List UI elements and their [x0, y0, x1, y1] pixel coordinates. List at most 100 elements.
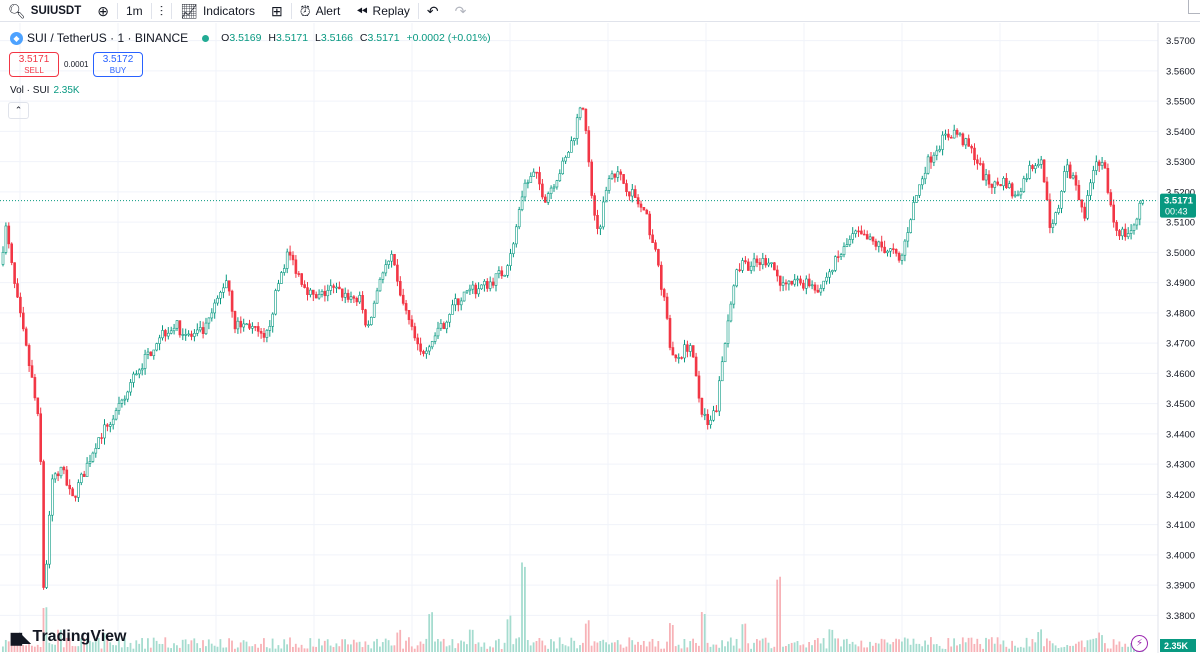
volume-bar [141, 638, 143, 652]
compare-button[interactable]: ⊕ [89, 0, 117, 22]
volume-bar [164, 637, 167, 652]
volume-bar [834, 638, 837, 652]
candle-body [628, 191, 631, 197]
price-tick-label: 3.5300 [1166, 157, 1195, 168]
chart-type-button[interactable]: ⫶ [152, 0, 172, 22]
candle-body [390, 253, 393, 262]
volume-bar [544, 645, 547, 652]
price-tick-label: 3.3800 [1166, 611, 1195, 622]
volume-bar [83, 638, 85, 652]
volume-bar [390, 645, 393, 652]
volume-bar [924, 640, 926, 652]
replay-button[interactable]: ⏪︎ Replay [348, 0, 418, 22]
fullscreen-corner-icon[interactable] [1188, 0, 1200, 14]
volume-bar [837, 638, 839, 652]
volume-bar [86, 638, 88, 652]
volume-bar [877, 643, 880, 652]
volume-bar [686, 647, 689, 652]
volume-bar [457, 643, 460, 652]
volume-bar [683, 638, 686, 652]
price-tick-label: 3.4900 [1166, 278, 1195, 289]
candle-body [546, 193, 550, 203]
interval-button[interactable]: 1m [118, 0, 151, 22]
candle-body [1045, 181, 1049, 201]
candle-body [254, 326, 257, 328]
volume-bar [257, 647, 259, 652]
candle-body [236, 320, 240, 330]
volume-bar [445, 646, 448, 652]
alert-button[interactable]: ⏰︎ Alert [292, 0, 349, 22]
price-chart[interactable]: 3.57003.56003.55003.54003.53003.52003.51… [0, 23, 1200, 653]
symbol-search-button[interactable]: 🔍︎ SUIUSDT [0, 0, 89, 22]
candle-body [416, 337, 420, 345]
candle-body [1109, 192, 1113, 206]
sell-button[interactable]: 3.5171 SELL [9, 52, 59, 77]
spread-value: 0.0001 [64, 60, 89, 69]
candle-body [338, 286, 341, 290]
volume-bar [454, 648, 457, 652]
candle-body [828, 271, 831, 278]
candle-body [323, 291, 327, 297]
redo-button[interactable]: ↷ [447, 0, 475, 22]
volume-bar [22, 644, 25, 652]
volume-bar [1080, 640, 1083, 652]
candle-body [662, 289, 666, 298]
volume-bar [935, 644, 938, 652]
tradingview-watermark[interactable]: ▆◣ TradingView [11, 628, 127, 646]
collapse-legend-button[interactable]: ⌃ [8, 102, 29, 119]
candle-body [193, 332, 196, 337]
toolbar-divider [117, 2, 118, 19]
legend-title[interactable]: SUI / TetherUS · 1 · BINANCE [27, 31, 189, 45]
candle-body [938, 149, 942, 152]
volume-bar [338, 646, 341, 652]
volume-bar [492, 647, 494, 652]
candle-body [564, 157, 567, 162]
volume-bar [277, 645, 280, 652]
candle-body [717, 380, 721, 412]
candle-body [810, 284, 814, 287]
lightning-icon[interactable]: ⚡︎ [1131, 635, 1148, 652]
candle-body [204, 322, 208, 334]
volume-bar [886, 642, 889, 652]
volume-bar [1002, 640, 1005, 652]
candle-body [343, 292, 347, 298]
candle-body [1115, 221, 1118, 231]
candle-body [848, 239, 852, 245]
volume-bar [825, 648, 828, 652]
buy-button[interactable]: 3.5172 BUY [93, 52, 143, 77]
candle-body [749, 265, 753, 271]
candle-body [912, 202, 915, 221]
volume-bar [181, 639, 184, 652]
candle-body [683, 344, 686, 359]
candle-body [306, 287, 309, 295]
volume-bar [819, 643, 822, 652]
volume-bar [103, 633, 106, 652]
candle-body [697, 375, 701, 399]
volume-bar [222, 647, 225, 652]
candle-body [1112, 204, 1115, 223]
candle-body [784, 282, 788, 285]
volume-bar [271, 638, 274, 652]
candle-body [999, 184, 1002, 187]
candle-body [123, 398, 127, 401]
candle-body [871, 236, 875, 242]
candle-body [610, 173, 614, 179]
candle-body [842, 246, 846, 255]
candle-body [1106, 168, 1110, 193]
candle-body [694, 356, 698, 377]
indicators-button[interactable]: 📈︎ Indicators [172, 0, 263, 22]
volume-bar [376, 638, 378, 652]
undo-button[interactable]: ↶ [419, 0, 447, 22]
candle-body [906, 232, 910, 242]
volume-bar [387, 640, 390, 652]
volume-bar [1031, 639, 1034, 652]
volume-bar [1089, 639, 1092, 652]
volume-bar [1101, 635, 1103, 652]
layouts-button[interactable]: ⊞ [263, 0, 291, 22]
volume-bar [993, 643, 996, 652]
volume-bar [39, 647, 42, 652]
volume-bar [193, 638, 196, 652]
volume-label[interactable]: Vol · SUI [10, 85, 50, 96]
volume-bar [996, 637, 999, 652]
candle-body [181, 334, 185, 336]
